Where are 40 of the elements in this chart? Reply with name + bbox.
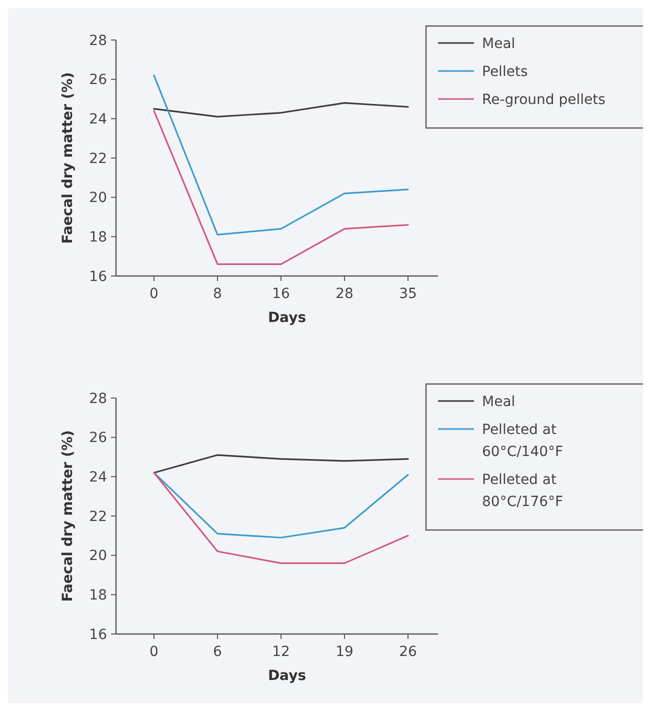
y-tick-label: 22 (89, 508, 107, 525)
x-axis-title: Days (268, 668, 306, 684)
legend-label: Meal (482, 36, 516, 52)
x-tick-label: 12 (272, 644, 290, 660)
line-series (153, 454, 409, 474)
x-axis-title: Days (268, 310, 306, 326)
y-tick-label: 20 (89, 548, 107, 564)
x-tick-label: 35 (399, 286, 417, 302)
x-tick-label: 6 (213, 644, 222, 660)
y-axis-title: Faecal dry matter (%) (60, 72, 76, 244)
y-tick-label: 24 (89, 112, 108, 128)
y-tick-label: 22 (89, 150, 107, 167)
x-tick-label: 26 (399, 644, 417, 660)
line-series (153, 472, 409, 538)
y-axis-title: Faecal dry matter (%) (60, 430, 76, 602)
legend-label: Re-ground pellets (482, 92, 606, 108)
x-tick-label: 0 (150, 286, 158, 302)
y-tick-label: 24 (89, 470, 108, 486)
x-tick-label: 19 (336, 644, 354, 660)
y-tick-label: 18 (89, 588, 107, 604)
y-tick-label: 18 (89, 230, 107, 246)
x-tick-label: 28 (336, 286, 354, 302)
x-tick-label: 16 (272, 286, 290, 302)
y-tick-label: 28 (89, 32, 107, 49)
legend-label: Pelleted at 80°C/176°F (482, 472, 564, 510)
y-tick-label: 16 (89, 268, 108, 285)
y-tick-label: 16 (89, 626, 108, 643)
legend-label: Pellets (482, 64, 528, 80)
y-tick-label: 26 (89, 430, 108, 446)
x-tick-label: 0 (150, 644, 158, 660)
line-series (153, 102, 409, 118)
line-series (153, 472, 409, 564)
y-tick-label: 28 (89, 390, 107, 407)
legend-label: Pelleted at 60°C/140°F (482, 422, 564, 460)
line-series (153, 110, 409, 265)
y-tick-label: 26 (89, 72, 108, 88)
legend-label: Meal (482, 394, 516, 410)
y-tick-label: 20 (89, 190, 107, 206)
x-tick-label: 8 (213, 286, 222, 302)
line-series (153, 74, 409, 236)
